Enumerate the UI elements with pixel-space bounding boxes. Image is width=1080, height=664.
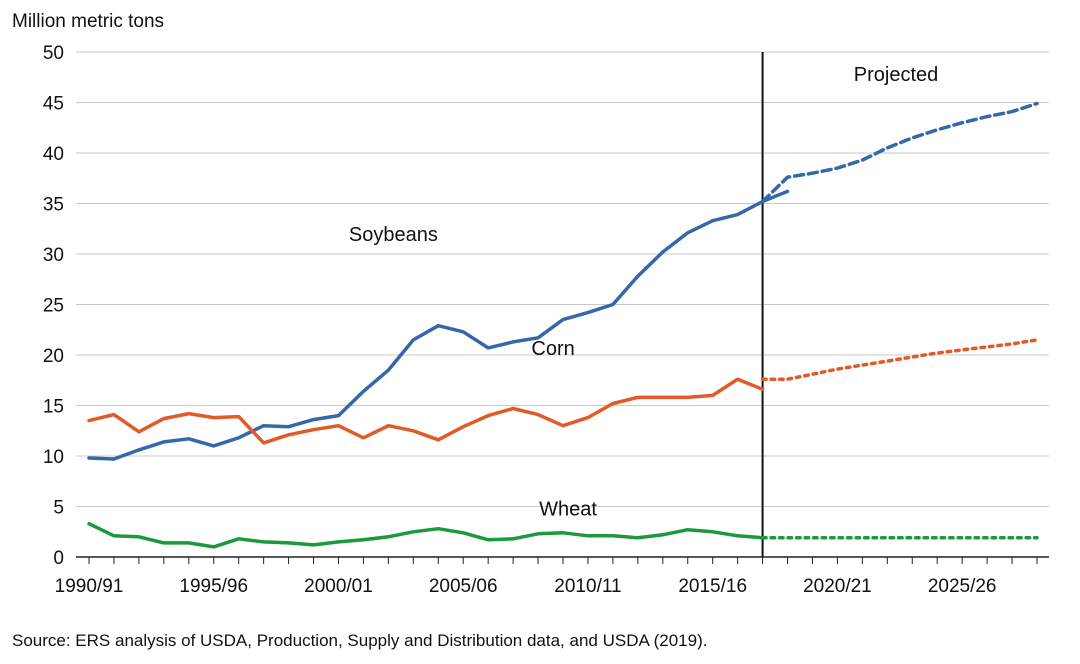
x-tick-label-1995: 1995/96 (179, 576, 248, 597)
y-tick-label-40: 40 (43, 144, 64, 165)
corn-historical-line (87, 377, 765, 445)
y-tick-label-50: 50 (43, 43, 64, 64)
soybeans-series-label: Soybeans (349, 224, 438, 246)
y-tick-label-45: 45 (43, 94, 64, 115)
y-tick-label-20: 20 (43, 346, 64, 367)
y-tick-label-10: 10 (43, 447, 64, 468)
soybeans-projected-line (760, 101, 1039, 204)
wheat-historical-line (87, 521, 765, 549)
x-tick-label-2010: 2010/11 (554, 576, 621, 597)
corn-projected-line (760, 338, 1039, 381)
y-tick-label-15: 15 (43, 397, 64, 418)
wheat-series-label: Wheat (539, 499, 597, 521)
y-tick-label-25: 25 (43, 296, 64, 317)
x-tick-label-2005: 2005/06 (429, 576, 498, 597)
series-lines (87, 101, 1039, 549)
projected-label: Projected (854, 64, 939, 86)
corn-series-label: Corn (531, 338, 574, 360)
source-note: Source: ERS analysis of USDA, Production… (12, 631, 707, 650)
x-tick-label-2025: 2025/26 (928, 576, 997, 597)
series-labels: Soybeans Corn Wheat (349, 224, 597, 521)
y-tick-label-0: 0 (53, 548, 64, 569)
soybeans-historical-line (87, 189, 790, 461)
y-tick-label-30: 30 (43, 245, 64, 266)
x-tick-label-2015: 2015/16 (678, 576, 747, 597)
y-tick-label-5: 5 (53, 498, 64, 519)
y-axis-title: Million metric tons (12, 11, 164, 32)
gridlines (76, 51, 1049, 507)
x-tick-label-1990: 1990/91 (55, 576, 124, 597)
x-tick-label-2020: 2020/21 (803, 576, 872, 597)
axes: 0 5 10 15 20 25 30 35 40 45 50 1990/91 1995/96 2000/0… (43, 43, 1049, 597)
y-tick-label-35: 35 (43, 195, 64, 216)
x-tick-label-2000: 2000/01 (304, 576, 373, 597)
